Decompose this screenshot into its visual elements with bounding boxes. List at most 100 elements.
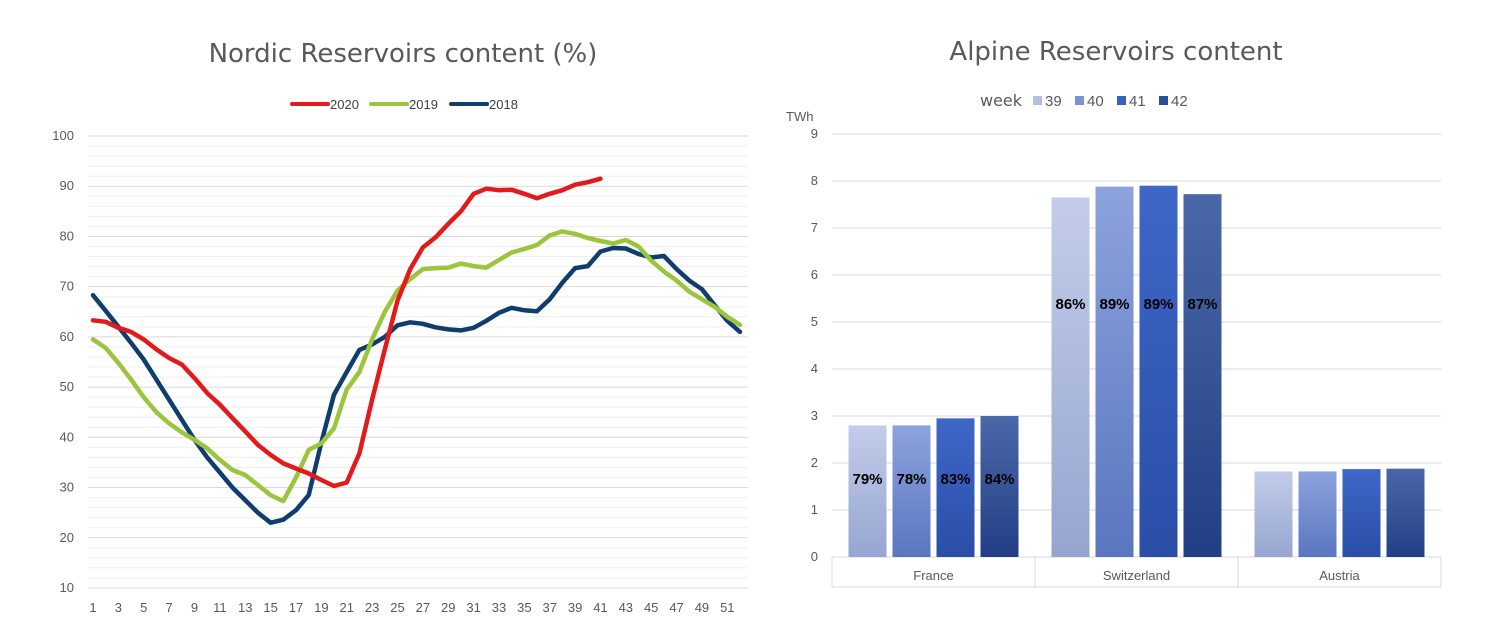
y-tick-label: 30	[60, 480, 74, 495]
nordic-legend: 2020 2019 2018	[290, 97, 518, 112]
x-tick-label: 33	[492, 600, 506, 615]
y-tick-label: 6	[811, 267, 818, 282]
x-tick-label: 19	[314, 600, 328, 615]
category-label-france: France	[913, 568, 953, 583]
legend-label-week-42: 42	[1171, 93, 1188, 110]
y-tick-label: 70	[60, 279, 74, 294]
legend-swatch-week-40	[1075, 96, 1084, 105]
x-tick-label: 23	[365, 600, 379, 615]
data-label: 86%	[1055, 296, 1085, 313]
alpine-x-axis: France Switzerland Austria	[831, 557, 1442, 588]
y-tick-label: 4	[811, 361, 818, 376]
y-tick-label: 8	[811, 173, 818, 188]
series-line-2020	[90, 176, 603, 489]
y-tick-label: 80	[60, 228, 74, 243]
x-tick-label: 1	[89, 600, 96, 615]
legend-label-2020: 2020	[330, 97, 359, 112]
x-tick-label: 15	[263, 600, 277, 615]
y-tick-label: 0	[811, 549, 818, 564]
x-tick-label: 35	[517, 600, 531, 615]
x-tick-label: 29	[441, 600, 455, 615]
legend-swatch-week-41	[1117, 96, 1126, 105]
x-tick-label: 5	[140, 600, 147, 615]
category-label-austria: Austria	[1319, 568, 1360, 583]
bar-switzerland-week-41	[1139, 185, 1178, 557]
x-tick-label: 7	[166, 600, 173, 615]
bar-france-week-40	[892, 425, 931, 557]
y-tick-label: 3	[811, 408, 818, 423]
nordic-minor-gridlines	[88, 145, 748, 579]
legend-label-2019: 2019	[409, 97, 438, 112]
legend-label-week-41: 41	[1129, 93, 1146, 110]
y-tick-label: 9	[811, 126, 818, 141]
x-tick-label: 39	[568, 600, 582, 615]
legend-swatch-week-42	[1159, 96, 1168, 105]
x-tick-label: 11	[213, 600, 227, 615]
x-tick-label: 25	[390, 600, 404, 615]
alpine-data-labels: 79% 78% 83% 84% 86% 89% 89% 87%	[852, 296, 1217, 488]
nordic-x-axis: 1 3 5 7 9 11 13 15 17 19 21 23 25 27 29 31 33 35 37 39 41 43 4…	[89, 600, 734, 615]
alpine-gridlines	[832, 133, 1441, 558]
alpine-y-axis: 0 1 2 3 4 5 6 7 8 9	[811, 126, 818, 564]
data-label: 87%	[1187, 296, 1217, 313]
data-label: 89%	[1143, 296, 1173, 313]
bar-austria-week-39	[1254, 471, 1293, 557]
bar-france-week-39	[848, 425, 887, 557]
x-tick-label: 13	[238, 600, 252, 615]
x-tick-label: 47	[669, 600, 683, 615]
nordic-chart-title: Nordic Reservoirs content (%)	[209, 39, 598, 69]
legend-title-week: week	[980, 91, 1023, 110]
x-tick-label: 17	[289, 600, 303, 615]
nordic-line-chart: Nordic Reservoirs content (%) 10 20 30 40 50…	[52, 39, 748, 615]
x-tick-label: 21	[339, 600, 353, 615]
y-tick-label: 60	[60, 329, 74, 344]
series-line-2019	[90, 229, 743, 504]
x-tick-label: 51	[720, 600, 734, 615]
y-tick-label: 2	[811, 455, 818, 470]
y-tick-label: 90	[60, 178, 74, 193]
category-label-switzerland: Switzerland	[1103, 568, 1170, 583]
bar-switzerland-week-42	[1183, 194, 1222, 557]
bar-france-week-41	[936, 418, 975, 557]
nordic-gridlines	[88, 135, 748, 589]
x-tick-label: 41	[593, 600, 607, 615]
alpine-chart-title: Alpine Reservoirs content	[949, 37, 1282, 67]
alpine-y-axis-unit: TWh	[786, 109, 813, 124]
y-tick-label: 7	[811, 220, 818, 235]
legend-label-week-39: 39	[1045, 93, 1062, 110]
alpine-bars	[848, 185, 1425, 557]
data-label: 79%	[852, 471, 882, 488]
x-tick-label: 43	[619, 600, 633, 615]
bar-austria-week-41	[1342, 469, 1381, 557]
alpine-legend: week 39 40 41 42	[980, 91, 1188, 110]
y-tick-label: 10	[60, 580, 74, 595]
x-tick-label: 9	[191, 600, 198, 615]
alpine-bar-chart: Alpine Reservoirs content TWh week 39 40…	[786, 37, 1442, 588]
data-label: 89%	[1099, 296, 1129, 313]
data-label: 83%	[940, 471, 970, 488]
y-tick-label: 100	[52, 128, 74, 143]
data-label: 84%	[984, 471, 1014, 488]
x-tick-label: 37	[542, 600, 556, 615]
x-tick-label: 27	[416, 600, 430, 615]
y-tick-label: 20	[60, 530, 74, 545]
y-tick-label: 1	[811, 502, 818, 517]
series-line-2018	[90, 245, 743, 525]
x-tick-label: 31	[466, 600, 480, 615]
legend-swatch-week-39	[1033, 96, 1042, 105]
legend-label-2018: 2018	[489, 97, 518, 112]
nordic-y-axis: 10 20 30 40 50 60 70 80 90 100	[52, 128, 74, 595]
y-tick-label: 5	[811, 314, 818, 329]
bar-france-week-42	[980, 416, 1019, 557]
legend-label-week-40: 40	[1087, 93, 1104, 110]
nordic-series-lines	[90, 176, 743, 525]
bar-austria-week-40	[1298, 471, 1337, 557]
bar-switzerland-week-40	[1095, 186, 1134, 557]
y-tick-label: 50	[60, 379, 74, 394]
y-tick-label: 40	[60, 429, 74, 444]
bar-switzerland-week-39	[1051, 197, 1090, 557]
data-label: 78%	[896, 471, 926, 488]
x-tick-label: 49	[695, 600, 709, 615]
x-tick-label: 45	[644, 600, 658, 615]
